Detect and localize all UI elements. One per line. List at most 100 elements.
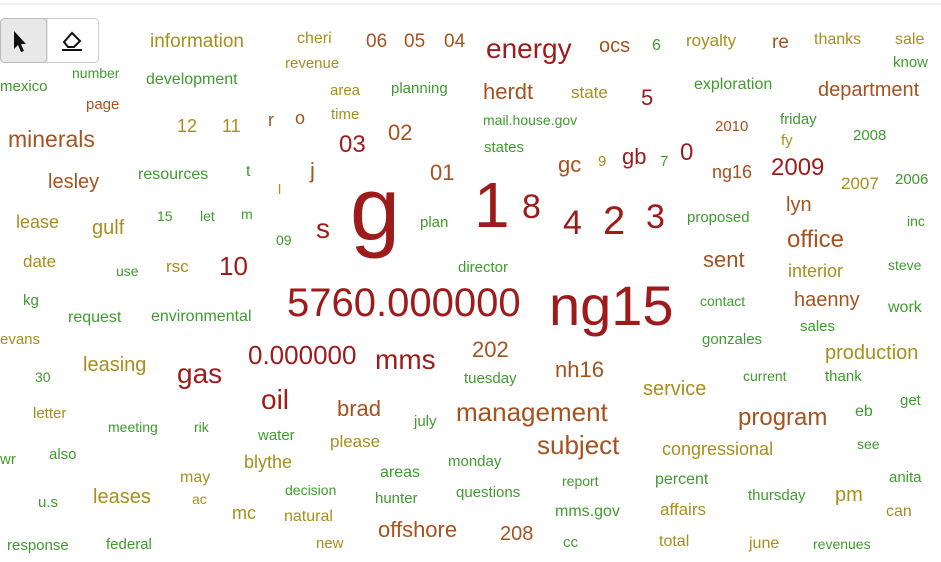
word: o <box>295 108 305 128</box>
word: lease <box>16 212 59 232</box>
word: 2008 <box>853 127 886 144</box>
word: request <box>68 309 122 326</box>
word: sale <box>895 31 924 48</box>
word: inc <box>907 213 925 229</box>
words: yearinformationcherirevenue060504energyo… <box>0 30 928 554</box>
word: mms.gov <box>555 503 620 520</box>
word: program <box>738 404 827 431</box>
word: 15 <box>157 208 173 224</box>
word: gulf <box>92 217 125 239</box>
word: t <box>246 163 251 180</box>
word: 01 <box>430 160 454 185</box>
word: work <box>887 299 923 316</box>
word: mc <box>232 503 256 523</box>
word: time <box>331 106 359 123</box>
word: 2009 <box>771 154 824 181</box>
word: 1 <box>474 169 510 241</box>
word: development <box>146 71 238 88</box>
eraser-button[interactable] <box>62 31 82 51</box>
word: 0 <box>680 139 693 166</box>
word: g <box>350 160 400 260</box>
word: interior <box>788 261 843 281</box>
word: july <box>413 413 437 430</box>
word: evans <box>0 331 40 348</box>
word: 2 <box>603 199 625 243</box>
toolbar <box>0 18 99 63</box>
word: gb <box>622 144 646 169</box>
word: ng15 <box>549 274 674 337</box>
word: department <box>818 79 920 101</box>
word: 04 <box>444 31 466 52</box>
word: can <box>886 503 912 520</box>
word: tuesday <box>464 370 517 387</box>
word: proposed <box>687 209 750 226</box>
word: 05 <box>404 31 425 52</box>
word: 9 <box>598 153 606 170</box>
word: nh16 <box>555 357 604 382</box>
word: decision <box>285 482 336 498</box>
word: resources <box>138 166 208 183</box>
word: total <box>659 533 689 550</box>
word: 2007 <box>841 174 879 193</box>
word: please <box>330 432 380 451</box>
word: congressional <box>662 439 773 459</box>
word: date <box>23 252 56 271</box>
word: thank <box>825 368 862 385</box>
word: pm <box>835 484 863 506</box>
word: see <box>857 436 880 452</box>
word: re <box>772 32 789 53</box>
word: current <box>743 368 787 384</box>
word: 208 <box>500 523 533 545</box>
word: 8 <box>522 188 541 226</box>
word: director <box>458 259 508 276</box>
word: rik <box>194 419 210 435</box>
word: 7 <box>660 153 668 170</box>
word: letter <box>33 405 66 422</box>
word: states <box>484 139 524 156</box>
word: 12 <box>177 116 197 136</box>
word: response <box>7 537 69 554</box>
word: rsc <box>166 257 189 276</box>
word: number <box>72 65 120 81</box>
word: wr <box>0 451 16 468</box>
word: planning <box>391 80 448 97</box>
eraser-icon <box>62 31 82 48</box>
word: monday <box>448 453 502 470</box>
word: brad <box>337 396 381 421</box>
word: page <box>86 96 119 113</box>
word: 202 <box>472 337 509 362</box>
word: l <box>278 181 281 197</box>
word: 0.000000 <box>248 340 356 370</box>
pointer-button[interactable] <box>0 18 47 63</box>
word: 6 <box>652 37 661 54</box>
word: gonzales <box>702 331 762 348</box>
word: information <box>150 31 244 52</box>
word: 09 <box>276 232 292 248</box>
word: 5760.000000 <box>287 281 521 325</box>
word: 30 <box>35 369 51 385</box>
word: thursday <box>748 487 806 504</box>
word: let <box>200 208 215 224</box>
word: cc <box>563 534 579 551</box>
word: state <box>571 83 608 102</box>
word: 3 <box>646 198 665 236</box>
word: meeting <box>108 419 158 435</box>
word: 4 <box>563 204 582 242</box>
word: mail.house.gov <box>483 112 577 128</box>
word: oil <box>261 384 289 415</box>
word: 5 <box>641 85 653 110</box>
word: water <box>257 427 295 444</box>
word: eb <box>855 403 873 420</box>
word: hunter <box>375 490 418 507</box>
word: new <box>316 535 344 552</box>
word: exploration <box>694 76 772 93</box>
word: contact <box>700 293 745 309</box>
word: cheri <box>297 30 332 47</box>
word: minerals <box>8 126 95 152</box>
word: 02 <box>388 120 412 145</box>
word: percent <box>655 471 709 488</box>
word: fy <box>781 132 793 149</box>
word: environmental <box>151 308 252 325</box>
word: leasing <box>83 354 146 376</box>
word: ng16 <box>712 162 752 182</box>
